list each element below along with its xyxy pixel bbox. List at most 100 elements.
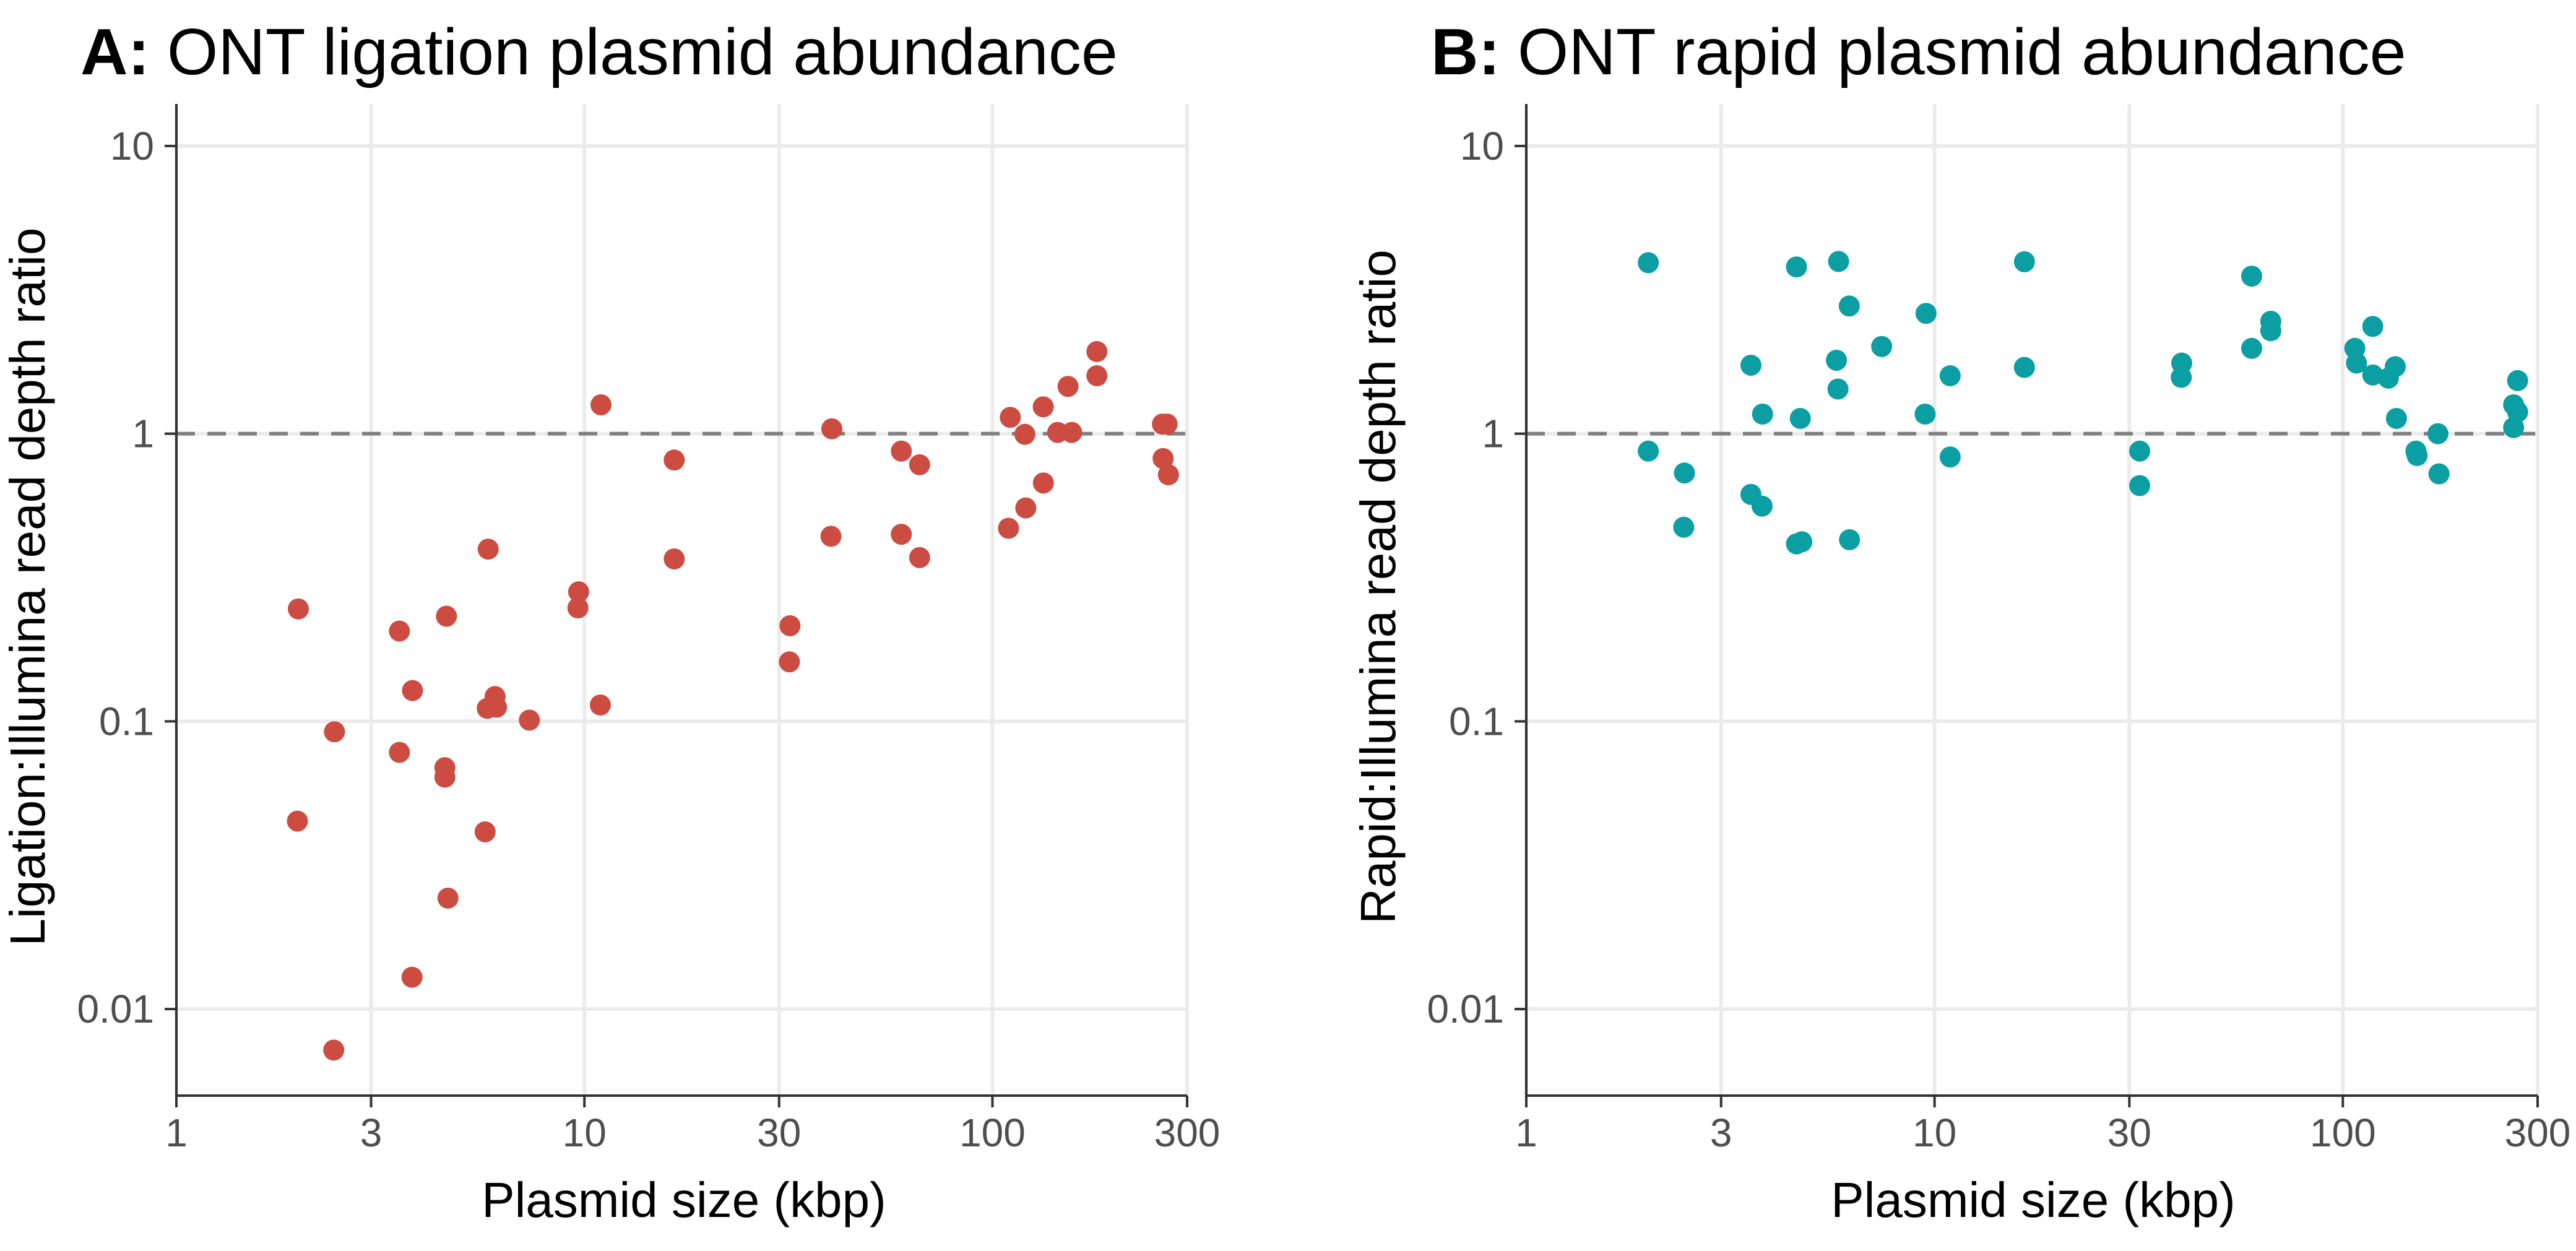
panel-a-data-point	[436, 605, 457, 627]
panel-b-y-tick-label: 0.01	[1427, 987, 1504, 1031]
panel-a-data-point	[474, 821, 496, 842]
panel-a-data-point	[1156, 413, 1178, 435]
panel-b-data-point	[2241, 266, 2262, 287]
panel-b-x-tick-label: 100	[2310, 1110, 2376, 1155]
panel-a-data-point	[519, 709, 540, 731]
panel-a-data-point	[287, 810, 308, 832]
panel-a-axes	[175, 104, 1187, 1097]
panel-a-y-tick-label: 0.01	[77, 987, 154, 1031]
panel-b-data-point	[1638, 440, 1659, 462]
panel-a-x-tick-label: 100	[959, 1110, 1026, 1155]
panel-a-y-tick-label: 10	[110, 124, 154, 168]
panel-b-data-point	[1674, 462, 1695, 484]
panel-b-data-point	[1914, 403, 1936, 425]
panel-a-data-point	[389, 620, 410, 642]
panel-a-data-point	[1032, 396, 1054, 418]
panel-a-data-point	[477, 539, 499, 560]
panel-b-data-point	[1740, 355, 1761, 376]
panel-b-data-point	[2384, 356, 2406, 378]
panel-a-data-point	[567, 597, 589, 619]
panel-a-data-point	[486, 696, 508, 718]
panel-b-data-point	[2241, 337, 2262, 359]
panel-b-x-axis-title: Plasmid size (kbp)	[1831, 1172, 2236, 1227]
panel-b-data-point	[1786, 256, 1807, 278]
panel-b-x-ticks: 1 3 10 30 100 300	[1515, 1096, 2570, 1155]
panel-a-data-point	[324, 721, 345, 743]
panel-b-data-point	[2507, 370, 2528, 391]
panel-a-x-axis-title: Plasmid size (kbp)	[482, 1172, 886, 1227]
panel-b-y-tick-label: 0.1	[1449, 699, 1504, 743]
panel-b-letter: B:	[1431, 15, 1500, 89]
panel-a-letter: A:	[80, 15, 150, 89]
panel-a-data-point	[1152, 448, 1174, 469]
panel-a-data-point	[402, 680, 423, 701]
panel-a-data-point	[1086, 340, 1108, 362]
panel-a-data-point	[589, 694, 611, 716]
panel-b-data-point	[2171, 366, 2192, 388]
panel-a-data-point	[891, 524, 912, 545]
panel-a-data-point	[434, 766, 456, 788]
panel-a-x-ticks: 1 3 10 30 100 300	[165, 1096, 1220, 1155]
panel-a-data-point	[288, 598, 309, 620]
panel-b-x-tick-label: 300	[2505, 1110, 2571, 1155]
panel-b-data-point	[1789, 407, 1811, 429]
panel-b-x-tick-label: 30	[2107, 1110, 2151, 1155]
panel-a-data-point	[1015, 497, 1037, 519]
panel-a-data-point	[590, 394, 612, 415]
panel-a-y-ticks: 0.01 0.1 1 10	[77, 124, 176, 1031]
panel-a-data-point	[663, 548, 685, 569]
panel-b-data-point	[1752, 403, 1773, 425]
panel-b-data-point	[2406, 444, 2428, 466]
panel-b-y-ticks: 0.01 0.1 1 10	[1427, 124, 1526, 1031]
panel-a-data-point	[909, 454, 930, 475]
panel-b-data-point	[2260, 320, 2281, 342]
panel-b-data-point	[2129, 475, 2151, 496]
panel-a-data-point	[1014, 423, 1035, 445]
panel-b-x-tick-label: 10	[1913, 1110, 1956, 1155]
panel-b-data-point	[1791, 531, 1813, 553]
panel-b-data-point	[2346, 352, 2367, 374]
panel-a-x-tick-label: 3	[360, 1110, 383, 1155]
panel-b-data-point	[1915, 303, 1937, 324]
panel-b-data-point	[1838, 295, 1860, 317]
panel-a-data-point	[1157, 464, 1179, 485]
panel-a-data-point	[389, 742, 410, 763]
panel-b-data-point	[2362, 364, 2384, 386]
panel-a-data-point	[437, 887, 459, 909]
panel-a-data-point	[891, 440, 912, 462]
panel-a-x-tick-label: 30	[757, 1110, 801, 1155]
panel-a-data-point	[820, 526, 842, 547]
panel-b-data-point	[1826, 350, 1848, 371]
panel-a-data-point	[401, 966, 423, 988]
panel-b-points	[1638, 251, 2528, 555]
panel-b-data-point	[2428, 463, 2450, 485]
panel-b-data-point	[2129, 440, 2151, 462]
panel-a-x-tick-label: 300	[1154, 1110, 1221, 1155]
panel-b: B: ONT rapid plasmid abundance 1 3 10 30 100 3…	[1351, 15, 2570, 1227]
panel-b-data-point	[1839, 529, 1861, 550]
panel-a-grid	[175, 104, 1189, 1096]
panel-a-data-point	[821, 418, 842, 439]
panel-b-data-point	[1871, 335, 1893, 357]
panel-b-data-point	[2013, 357, 2035, 378]
panel-b-data-point	[2362, 316, 2384, 337]
panel-b-data-point	[1673, 516, 1695, 538]
panel-a-x-tick-label: 10	[563, 1110, 607, 1155]
panel-a-data-point	[1000, 407, 1021, 428]
panel-a-title-text: ONT ligation plasmid abundance	[167, 15, 1118, 89]
panel-a-data-point	[663, 449, 685, 471]
panel-a-data-point	[323, 1039, 345, 1061]
panel-b-data-point	[2385, 407, 2407, 429]
panel-b-axes	[1525, 104, 2538, 1097]
panel-b-x-tick-label: 3	[1710, 1110, 1732, 1155]
panel-b-y-axis-title: Rapid:Illumina read depth ratio	[1351, 249, 1406, 924]
panel-b-data-point	[2427, 423, 2448, 444]
panel-b-data-point	[2013, 251, 2035, 272]
panel-a-data-point	[779, 615, 801, 636]
panel-b-y-tick-label: 1	[1482, 412, 1504, 456]
panel-a-points	[287, 340, 1179, 1061]
panel-b-data-point	[1827, 378, 1849, 400]
panel-a-data-point	[1086, 365, 1108, 387]
panel-a-data-point	[909, 547, 930, 568]
